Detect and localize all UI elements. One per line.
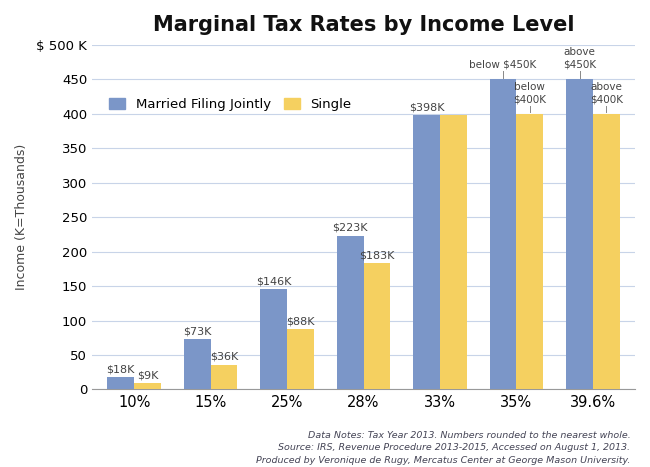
Bar bbox=[593, 114, 619, 389]
Text: above
$450K: above $450K bbox=[563, 47, 596, 70]
Text: below
$400K: below $400K bbox=[514, 82, 547, 104]
Bar bbox=[184, 339, 211, 389]
Y-axis label: Income (K=Thousands): Income (K=Thousands) bbox=[15, 144, 28, 290]
Text: $398K: $398K bbox=[409, 102, 445, 113]
Legend: Married Filing Jointly, Single: Married Filing Jointly, Single bbox=[104, 93, 357, 116]
Bar bbox=[211, 365, 237, 389]
Bar bbox=[260, 289, 287, 389]
Bar bbox=[566, 79, 593, 389]
Text: $88K: $88K bbox=[286, 316, 315, 326]
Bar bbox=[337, 236, 363, 389]
Bar bbox=[134, 383, 161, 389]
Bar bbox=[287, 329, 314, 389]
Text: $223K: $223K bbox=[332, 223, 368, 233]
Text: Data Notes: Tax Year 2013. Numbers rounded to the nearest whole.
Source: IRS, Re: Data Notes: Tax Year 2013. Numbers round… bbox=[256, 431, 630, 465]
Text: $146K: $146K bbox=[256, 276, 291, 286]
Title: Marginal Tax Rates by Income Level: Marginal Tax Rates by Income Level bbox=[153, 15, 575, 35]
Bar bbox=[440, 115, 467, 389]
Bar bbox=[413, 115, 440, 389]
Bar bbox=[363, 263, 390, 389]
Text: $183K: $183K bbox=[359, 251, 395, 261]
Text: $9K: $9K bbox=[136, 370, 158, 381]
Bar bbox=[107, 377, 134, 389]
Bar bbox=[489, 79, 517, 389]
Text: above
$400K: above $400K bbox=[590, 82, 623, 104]
Text: $18K: $18K bbox=[107, 364, 135, 374]
Text: below $450K: below $450K bbox=[469, 60, 537, 70]
Text: $73K: $73K bbox=[183, 326, 211, 336]
Text: $36K: $36K bbox=[210, 352, 238, 362]
Bar bbox=[517, 114, 543, 389]
